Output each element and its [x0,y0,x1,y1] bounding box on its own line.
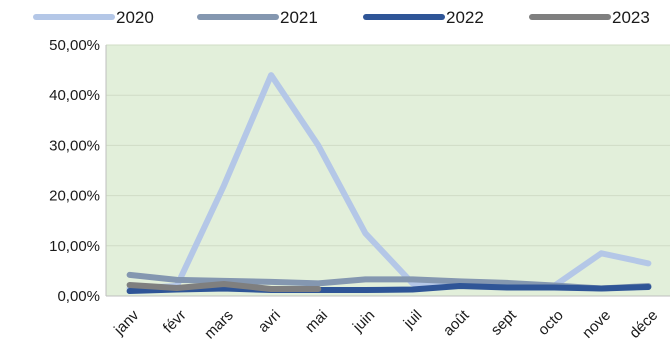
x-tick-label: août [440,306,473,339]
legend-label-2022: 2022 [446,8,484,27]
x-tick-label: juin [349,307,378,336]
y-tick-label: 30,00% [49,137,100,154]
legend-label-2020: 2020 [116,8,154,27]
y-tick-label: 0,00% [57,288,100,305]
y-tick-label: 10,00% [49,238,100,255]
legend-label-2023: 2023 [612,8,650,27]
legend-label-2021: 2021 [280,8,318,27]
series-line-2022 [126,283,652,294]
x-tick-label: octo [535,307,567,339]
x-tick-label: janv [110,306,143,339]
x-tick-label: févr [160,307,190,337]
series-lines [126,72,652,294]
series-line-2023 [126,281,322,292]
x-tick-label: mars [201,307,237,343]
x-tick-label: nove [579,307,614,342]
x-axis-ticks: janv févr mars avri mai juin juil août sept octo n… [110,306,661,342]
y-tick-label: 50,00% [49,37,100,54]
x-tick-label: déce [626,307,661,342]
x-tick-label: mai [302,307,331,336]
y-tick-label: 20,00% [49,188,100,205]
x-tick-label: sept [488,306,521,339]
y-tick-label: 40,00% [49,87,100,104]
x-tick-label: avri [255,307,284,336]
y-axis-ticks: 0,00% 10,00% 20,00% 30,00% 40,00% 50,00% [49,37,100,305]
series-line-2020 [126,72,652,292]
x-tick-label: juil [400,307,426,333]
legend: 2020 2021 2022 2023 [33,8,650,27]
gridlines [105,44,670,297]
